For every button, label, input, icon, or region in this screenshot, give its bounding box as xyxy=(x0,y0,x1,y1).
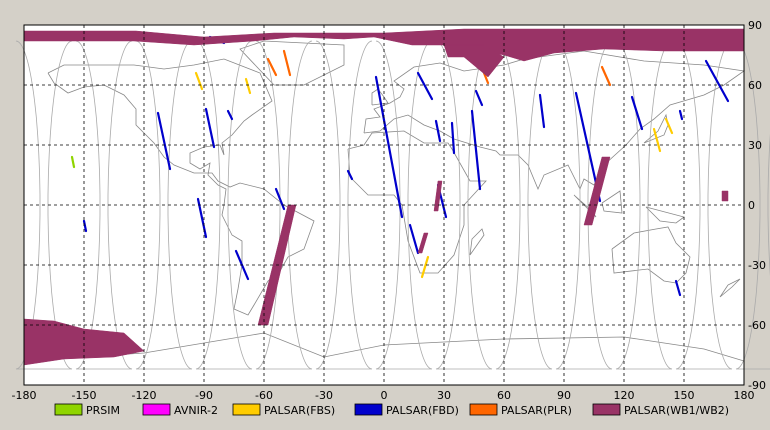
x-tick-label: 120 xyxy=(614,389,635,402)
orbit-track xyxy=(255,40,313,370)
grid-layer xyxy=(23,24,745,386)
coastline xyxy=(371,88,389,106)
coverage-strip-palsar-fbs xyxy=(244,77,252,95)
legend-swatch xyxy=(54,403,83,416)
orbit-track xyxy=(735,40,770,370)
coverage-strip-palsar-plr xyxy=(600,65,612,87)
coverage-strip-palsar-fbd xyxy=(678,109,684,121)
legend-swatch xyxy=(142,403,171,416)
orbit-track xyxy=(675,40,733,370)
legend-label: AVNIR-2 xyxy=(174,404,218,417)
coverage-strip-palsar-fbd xyxy=(274,187,286,211)
coverage-swath-palsar-wb1-wb2 xyxy=(721,190,729,202)
orbit-track xyxy=(15,40,73,370)
coverage-strip-palsar-plr xyxy=(282,49,292,77)
legend-swatch xyxy=(592,403,621,416)
tick-label-layer: -180 -150 -120 -90 -60 -30 0 30 60 90 120 150 180 90 6… xyxy=(12,19,766,402)
coverage-strip-palsar-fbd xyxy=(674,279,682,297)
x-tick-label: -90 xyxy=(195,389,213,402)
y-tick-label: -90 xyxy=(748,379,766,392)
x-tick-label: 0 xyxy=(381,389,388,402)
x-tick-label: 150 xyxy=(674,389,695,402)
legend-label: PALSAR(PLR) xyxy=(501,404,572,417)
x-tick-label: 90 xyxy=(557,389,571,402)
x-tick-label: -150 xyxy=(72,389,97,402)
orbit-track xyxy=(195,40,253,370)
legend-swatch xyxy=(354,403,383,416)
coverage-strip-palsar-fbd xyxy=(630,95,644,131)
coverage-swath-palsar-wb1-wb2 xyxy=(417,232,429,254)
x-tick-label: -30 xyxy=(315,389,333,402)
x-tick-label: -180 xyxy=(12,389,37,402)
legend-label: PALSAR(WB1/WB2) xyxy=(624,404,729,417)
x-tick-label: -60 xyxy=(255,389,273,402)
coverage-strip-palsar-fbd xyxy=(374,75,404,219)
y-tick-label: 60 xyxy=(748,79,762,92)
coverage-strip-palsar-fbd xyxy=(538,93,546,129)
coverage-strip-palsar-fbs xyxy=(664,117,674,135)
x-tick-label: -120 xyxy=(132,389,157,402)
legend-label: PRSIM xyxy=(86,404,120,417)
y-tick-label: 30 xyxy=(748,139,762,152)
coverage-strip-prsim xyxy=(70,155,76,169)
y-tick-label: 0 xyxy=(748,199,755,212)
coverage-strip-palsar-fbd xyxy=(474,89,484,107)
coverage-strip-palsar-fbd xyxy=(434,119,442,143)
coverage-swath-palsar-wb1-wb2 xyxy=(583,156,611,226)
legend-label: PALSAR(FBD) xyxy=(386,404,459,417)
coverage-strip-palsar-fbd xyxy=(82,219,88,233)
coastline xyxy=(601,190,623,214)
coverage-strip-palsar-plr xyxy=(266,57,278,77)
coastline xyxy=(47,58,315,316)
coverage-swath-palsar-wb1-wb2 xyxy=(433,180,443,212)
coverage-strip-palsar-fbs xyxy=(652,127,662,153)
coverage-strip-palsar-fbs xyxy=(194,71,204,91)
orbit-track xyxy=(75,40,133,370)
coastline xyxy=(611,226,691,284)
x-tick-label: 30 xyxy=(437,389,451,402)
x-tick-label: 180 xyxy=(734,389,755,402)
legend-label: PALSAR(FBS) xyxy=(264,404,335,417)
orbit-track xyxy=(135,40,193,370)
coverage-swath-palsar-wb1-wb2 xyxy=(443,44,505,78)
coastline xyxy=(719,278,741,298)
coverage-strip-palsar-plr xyxy=(482,71,490,85)
orbit-track xyxy=(555,40,613,370)
coastline xyxy=(347,130,487,274)
orbit-track xyxy=(375,40,433,370)
coverage-strip-palsar-fbd xyxy=(204,107,216,149)
y-tick-label: 90 xyxy=(748,19,762,32)
y-tick-label: -30 xyxy=(748,259,766,272)
legend: PRSIM AVNIR-2 PALSAR(FBS) PALSAR(FBD) PALSAR… xyxy=(54,403,729,417)
coastline xyxy=(239,40,345,86)
coverage-strip-palsar-fbs xyxy=(420,255,430,279)
y-tick-label: -60 xyxy=(748,319,766,332)
coverage-strip-palsar-fbd xyxy=(416,71,434,101)
orbit-track xyxy=(495,40,553,370)
coverage-strip-palsar-fbd xyxy=(450,121,456,155)
legend-swatch xyxy=(469,403,498,416)
coastline xyxy=(469,228,485,256)
coverage-strip-palsar-fbd xyxy=(346,169,354,181)
x-tick-label: 60 xyxy=(497,389,511,402)
orbit-track xyxy=(435,40,493,370)
coverage-strip-palsar-fbd xyxy=(408,223,420,255)
orbit-track xyxy=(615,40,673,370)
plot-border xyxy=(23,24,745,386)
orbit-track-layer xyxy=(15,40,770,370)
legend-swatch xyxy=(232,403,261,416)
coastline xyxy=(645,206,685,224)
coverage-strip-palsar-fbd xyxy=(470,109,482,191)
coverage-strip-palsar-fbd xyxy=(226,109,234,121)
coverage-strip-palsar-fbd xyxy=(704,59,730,103)
orbit-track xyxy=(315,40,373,370)
coverage-strip-palsar-fbd xyxy=(156,111,172,171)
